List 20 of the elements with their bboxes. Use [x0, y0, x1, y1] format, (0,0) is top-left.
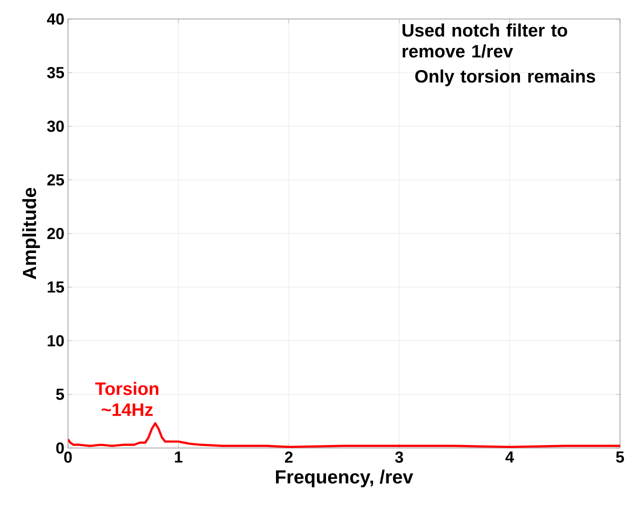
y-tick-label: 40: [46, 13, 64, 25]
annotation: Used notch filter to remove 1/rev: [402, 24, 568, 58]
y-tick-label: 0: [56, 442, 64, 454]
y-tick-label: 10: [48, 335, 64, 346]
x-tick-label: 2: [284, 452, 293, 463]
y-tick-label: 30: [47, 120, 64, 132]
annotation: Torsion ~14Hz: [95, 382, 158, 416]
x-tick-label: 5: [616, 452, 624, 463]
x-axis-title: Frequency, /rev: [276, 470, 414, 488]
y-tick-label: 25: [47, 174, 64, 186]
x-tick-label: 1: [174, 452, 182, 462]
x-tick-label: 4: [505, 452, 514, 462]
x-tick-label: 3: [395, 452, 404, 463]
y-tick-label: 35: [47, 66, 64, 78]
annotation: Only torsion remains: [415, 70, 596, 86]
y-axis-title: Amplitude: [22, 188, 40, 280]
y-tick-label: 5: [56, 388, 64, 400]
y-tick-label: 15: [48, 282, 64, 293]
x-tick-label: 0: [64, 452, 72, 463]
y-tick-label: 20: [47, 228, 64, 240]
